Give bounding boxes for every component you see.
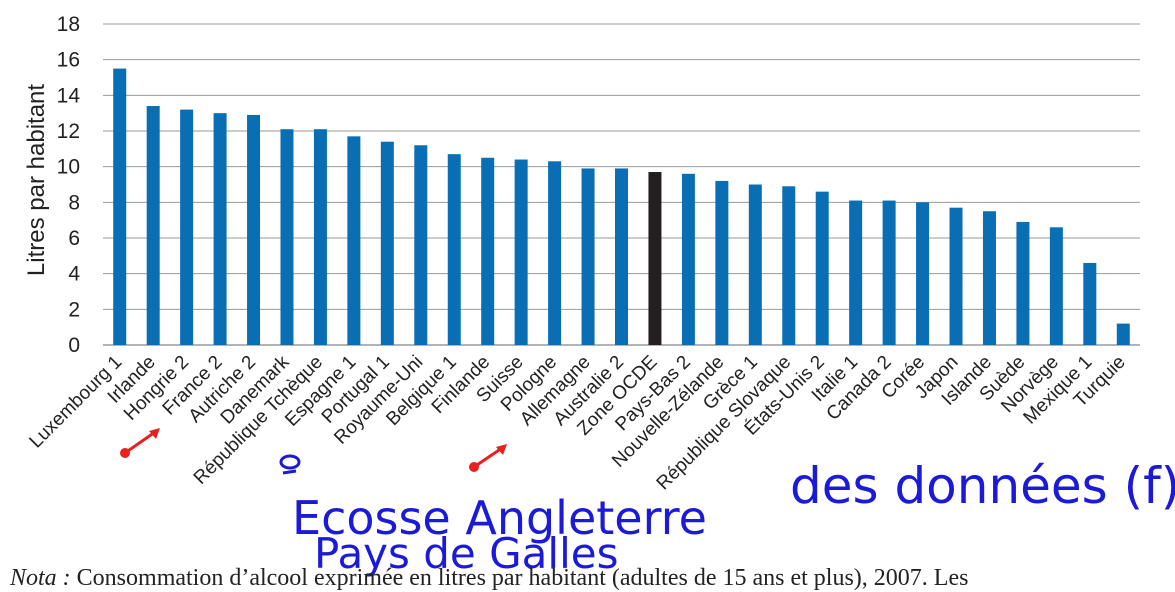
- bar: [347, 136, 361, 345]
- bar: [247, 114, 261, 345]
- bar: [648, 172, 662, 345]
- bar: [715, 180, 729, 345]
- bar: [815, 191, 829, 345]
- y-tick-label: 2: [68, 298, 80, 321]
- handwritten-note-wales: Pays de Galles: [314, 529, 618, 578]
- y-tick-label: 12: [57, 120, 80, 143]
- y-tick-label: 4: [68, 263, 80, 286]
- footnote-text: Consommation d’alcool exprimée en litres…: [70, 565, 969, 591]
- bar: [548, 161, 562, 345]
- y-tick-label: 18: [57, 13, 80, 36]
- x-tick-label: Luxembourg 1: [26, 352, 127, 453]
- bar: [380, 141, 394, 345]
- bar: [280, 129, 294, 345]
- bar: [1016, 221, 1030, 345]
- bar: [1049, 227, 1063, 345]
- bar: [481, 157, 495, 345]
- y-tick-label: 16: [57, 49, 80, 72]
- y-tick-label: 6: [68, 227, 80, 250]
- bar: [748, 184, 762, 345]
- red-arrow-2: [469, 444, 507, 472]
- bar: [849, 200, 863, 345]
- bar: [581, 168, 595, 345]
- bar: [1116, 323, 1130, 345]
- bar: [213, 113, 227, 346]
- bar: [916, 202, 930, 345]
- bar: [782, 186, 796, 345]
- handwritten-note-countries: Ecosse Angleterre: [292, 491, 707, 545]
- footnote: Nota : Consommation d’alcool exprimée en…: [10, 565, 1170, 592]
- bar: [615, 168, 628, 345]
- y-tick-label: 10: [57, 156, 80, 179]
- bars: [113, 68, 1130, 346]
- y-axis-title: Litres par habitant: [23, 84, 50, 276]
- y-tick-label: 14: [57, 84, 81, 107]
- red-arrow-1: [120, 428, 160, 458]
- bar: [447, 154, 461, 345]
- handwriting-scribble: [279, 454, 301, 475]
- bar: [949, 207, 963, 345]
- handwritten-note-data: des données (f): [790, 457, 1175, 515]
- footnote-lead: Nota :: [10, 565, 71, 591]
- y-axis-ticks: 0 2 4 6 8 10 12 14 16 18: [57, 13, 81, 357]
- bar: [113, 68, 127, 345]
- bar: [1083, 262, 1097, 345]
- bar: [180, 109, 194, 345]
- bar: [414, 145, 428, 345]
- bar: [982, 211, 996, 345]
- bar: [514, 159, 528, 345]
- bar: [146, 106, 160, 346]
- bar: [313, 129, 327, 345]
- y-tick-label: 8: [68, 191, 80, 214]
- y-tick-label: 0: [68, 334, 80, 357]
- bar: [681, 173, 695, 345]
- bar: [882, 200, 896, 345]
